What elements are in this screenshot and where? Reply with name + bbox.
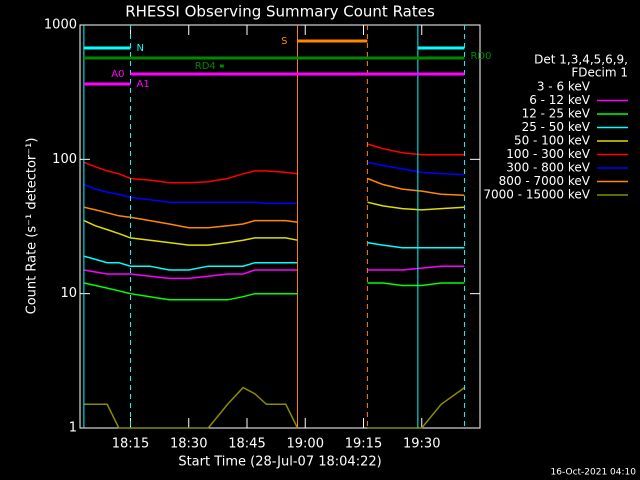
x-tick-label: 19:15 bbox=[345, 437, 382, 452]
series-line bbox=[83, 201, 465, 246]
legend-label: 7000 - 15000 keV bbox=[483, 188, 590, 202]
legend-label: 300 - 800 keV bbox=[506, 161, 590, 175]
y-axis-label: Count Rate (s⁻¹ detector⁻¹) bbox=[25, 138, 40, 315]
chart-title: RHESSI Observing Summary Count Rates bbox=[125, 3, 435, 21]
legend-label: 25 - 50 keV bbox=[522, 120, 591, 134]
legend-label: 50 - 100 keV bbox=[514, 134, 591, 148]
legend-label: 100 - 300 keV bbox=[506, 147, 590, 161]
x-tick-label: 19:30 bbox=[403, 437, 440, 452]
flag-label: RD4 bbox=[195, 61, 216, 72]
x-tick-label: 18:45 bbox=[228, 437, 265, 452]
flag-label: RD0 bbox=[470, 51, 491, 62]
legend-label: 6 - 12 keV bbox=[529, 93, 591, 107]
legend-title: Det 1,3,4,5,6,9, bbox=[534, 53, 628, 67]
x-tick-label: 18:30 bbox=[170, 437, 207, 452]
y-tick-label: 1000 bbox=[44, 18, 77, 33]
x-tick-label: 18:15 bbox=[112, 437, 149, 452]
series-line bbox=[83, 309, 465, 342]
series-line bbox=[83, 282, 465, 301]
legend-label: 800 - 7000 keV bbox=[499, 174, 591, 188]
series-line bbox=[83, 386, 465, 429]
series-line bbox=[83, 177, 465, 229]
legend-label: 3 - 6 keV bbox=[537, 80, 591, 94]
legend-title: FDecim 1 bbox=[571, 66, 628, 80]
flag-label: A0 bbox=[111, 69, 124, 80]
series-line bbox=[83, 265, 465, 280]
series-line bbox=[83, 143, 465, 184]
legend-label: 12 - 25 keV bbox=[522, 107, 591, 121]
flag-label: N bbox=[136, 43, 143, 54]
y-tick-label: 1 bbox=[69, 421, 77, 436]
series-line bbox=[83, 161, 465, 205]
y-tick-label: 100 bbox=[52, 152, 77, 167]
plot-frame bbox=[79, 24, 481, 429]
flag-label: S bbox=[281, 36, 287, 47]
footer: 16-Oct-2021 04:10 bbox=[551, 468, 637, 478]
y-tick-label: 10 bbox=[60, 286, 77, 301]
x-axis-label: Start Time (28-Jul-07 18:04:22) bbox=[178, 455, 381, 470]
series-line bbox=[83, 241, 465, 271]
x-tick-label: 19:00 bbox=[287, 437, 324, 452]
flag-label: A1 bbox=[136, 79, 149, 90]
